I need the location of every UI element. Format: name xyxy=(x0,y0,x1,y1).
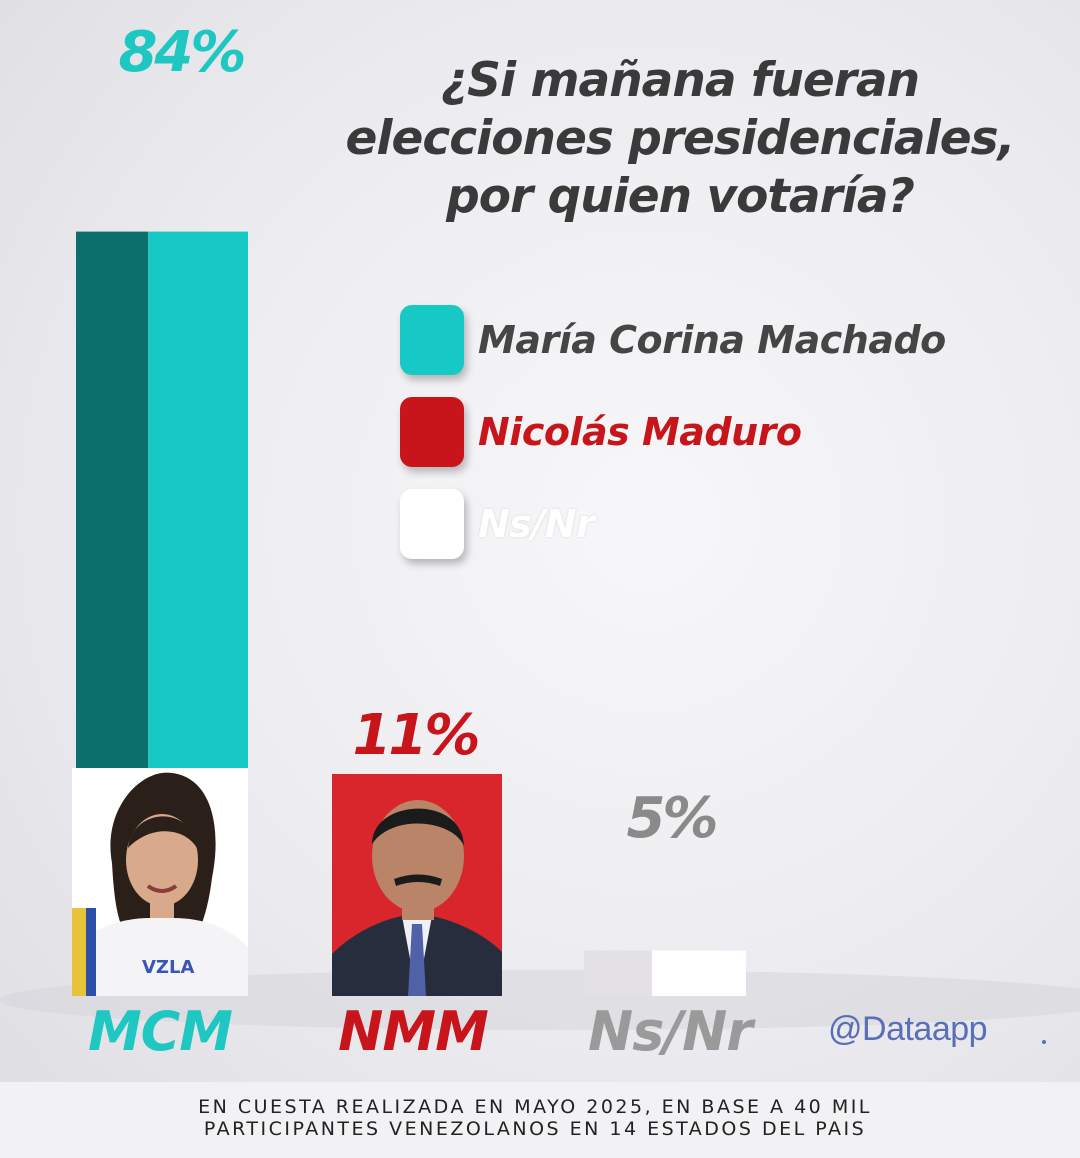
legend-item-nmm: Nicolás Maduro xyxy=(400,386,946,478)
credit-dot xyxy=(1042,1040,1046,1044)
category-label-mcm: MCM xyxy=(87,1000,233,1063)
legend-label-nmm: Nicolás Maduro xyxy=(478,410,802,454)
data-label-nsnr: 5% xyxy=(626,786,718,851)
legend-swatch-mcm xyxy=(400,305,464,375)
floor-shadow xyxy=(0,970,1080,1030)
legend-swatch-nsnr xyxy=(400,489,464,559)
footer-note: EN CUESTA REALIZADA EN MAYO 2025, EN BAS… xyxy=(0,1082,1080,1158)
category-label-nmm: NMM xyxy=(338,1000,489,1063)
bar-nsnr-side xyxy=(584,950,653,996)
credit-text: @Dataapp xyxy=(828,1010,988,1048)
chart-legend: María Corina Machado Nicolás Maduro Ns/N… xyxy=(400,294,946,570)
legend-label-mcm: María Corina Machado xyxy=(478,318,946,362)
legend-item-nsnr: Ns/Nr xyxy=(400,478,946,570)
legend-item-mcm: María Corina Machado xyxy=(400,294,946,386)
category-label-nsnr: Ns/Nr xyxy=(588,1000,753,1063)
title-line-2: elecciones presidenciales, xyxy=(345,111,1016,166)
title-line-1: ¿Si mañana fueran xyxy=(440,53,920,108)
footer-line-1: EN CUESTA REALIZADA EN MAYO 2025, EN BAS… xyxy=(198,1096,872,1118)
legend-swatch-nmm xyxy=(400,397,464,467)
data-label-mcm: 84% xyxy=(118,20,246,85)
legend-label-nsnr: Ns/Nr xyxy=(478,502,595,546)
candidate-photo-mcm: VZLA xyxy=(72,768,248,996)
man-portrait-icon xyxy=(332,774,502,996)
svg-text:VZLA: VZLA xyxy=(142,957,194,978)
bar-nsnr xyxy=(652,950,746,996)
candidate-photo-nmm xyxy=(332,774,502,996)
chart-title: ¿Si mañana fueran elecciones presidencia… xyxy=(300,52,1060,226)
title-line-3: por quien votaría? xyxy=(446,169,915,224)
woman-portrait-icon: VZLA xyxy=(72,768,248,996)
data-label-nmm: 11% xyxy=(352,703,480,768)
footer-line-2: PARTICIPANTES VENEZOLANOS EN 14 ESTADOS … xyxy=(203,1118,867,1140)
